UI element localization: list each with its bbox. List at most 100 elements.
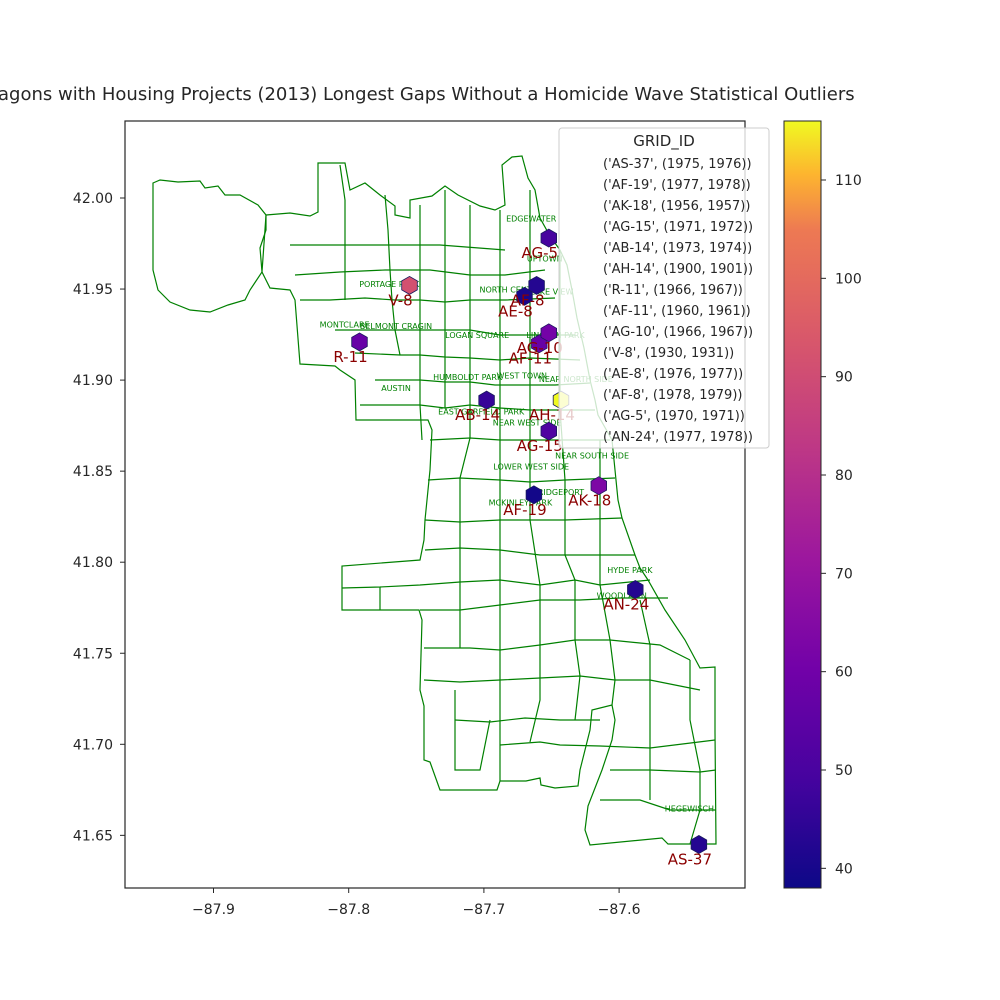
- hexagon-label: V-8: [388, 291, 412, 309]
- hexagon-label: AE-8: [498, 302, 533, 320]
- hexagon-cell: [590, 476, 607, 496]
- legend-entry: ('AH-14', (1900, 1901)): [603, 262, 753, 277]
- area-line: [454, 690, 491, 771]
- colorbar-gradient: [783, 120, 822, 889]
- area-line: [610, 769, 717, 773]
- y-tick-label: 41.80: [73, 555, 113, 571]
- x-tick-label: −87.8: [327, 902, 370, 918]
- legend-entry: ('V-8', (1930, 1931)): [603, 346, 734, 361]
- hexagon-cell: [627, 580, 644, 599]
- area-line: [454, 717, 600, 723]
- hexagon-cell: [540, 228, 557, 248]
- y-tick-label: 42.00: [73, 191, 113, 207]
- colorbar: 40 50 60 70 80 90 100 110: [783, 120, 862, 889]
- area-line: [341, 579, 651, 589]
- neighborhood-label: EDGEWATER: [506, 215, 557, 224]
- area-line: [639, 599, 651, 800]
- area-line: [339, 164, 346, 300]
- area-line: [375, 379, 591, 386]
- hexagon-label: R-11: [333, 348, 367, 366]
- y-tick-label: 41.85: [73, 464, 113, 480]
- colorbar-tick-label: 40: [835, 861, 853, 877]
- hexagon-label: AG-10: [517, 339, 563, 357]
- legend-box: [558, 127, 770, 449]
- hexagon-label: AB-14: [455, 406, 500, 424]
- area-line: [689, 660, 701, 845]
- hexagon-cell: [525, 485, 543, 505]
- hexagon-cell: [401, 275, 418, 295]
- hexagon-cell: [478, 390, 495, 410]
- legend-entries: ('AS-37', (1975, 1976)) ('AF-19', (1977, …: [603, 157, 753, 445]
- legend-entry: ('AN-24', (1977, 1978)): [603, 430, 753, 445]
- y-tick-label: 41.70: [73, 737, 113, 753]
- map-title: agons with Housing Projects (2013) Longe…: [0, 84, 855, 105]
- community-boundaries: [152, 155, 717, 846]
- hexagon-cell: [351, 332, 368, 352]
- hexagon-label: AN-24: [603, 596, 649, 614]
- hexagon-cell: [690, 835, 708, 854]
- legend-entry: ('AF-8', (1978, 1979)): [603, 388, 742, 403]
- colorbar-tick-label: 90: [835, 370, 853, 386]
- area-line: [459, 205, 471, 648]
- x-tick-label: −87.9: [192, 902, 235, 918]
- neighborhood-label: HUMBOLDT PARK: [433, 373, 503, 382]
- area-line: [423, 675, 701, 691]
- neighborhood-label: LAKE VIEW: [530, 288, 574, 297]
- y-tick-label: 41.95: [73, 282, 113, 298]
- area-line: [427, 477, 616, 483]
- legend-entry: ('AS-37', (1975, 1976)): [603, 157, 752, 172]
- neighborhood-label: LOWER WEST SIDE: [493, 462, 569, 471]
- neighborhood-label: LOGAN SQUARE: [445, 331, 509, 340]
- legend-entry: ('AK-18', (1956, 1957)): [603, 199, 750, 214]
- y-axis: 42.00 41.95 41.90 41.85 41.80 41.75 41.70 41.65: [73, 191, 125, 844]
- legend-title: GRID_ID: [633, 132, 695, 151]
- neighborhood-label: EAST GARFIELD PARK: [438, 408, 525, 417]
- area-line: [294, 269, 546, 276]
- area-line: [424, 517, 623, 523]
- city-outline: [261, 155, 717, 846]
- colorbar-tick-label: 60: [835, 665, 853, 681]
- area-line: [335, 329, 575, 336]
- hexagon-label: AF-8: [511, 291, 545, 309]
- colorbar-ticks: 40 50 60 70 80 90 100 110: [821, 173, 862, 877]
- y-tick-label: 41.90: [73, 373, 113, 389]
- hexagon-label: AS-37: [668, 850, 712, 868]
- legend-entry: ('AG-10', (1966, 1967)): [603, 325, 753, 340]
- hexagon-label: AG-15: [517, 437, 563, 455]
- hexagon-label: AF-19: [503, 501, 546, 519]
- neighborhood-label: WEST TOWN: [496, 371, 547, 380]
- hexagon-label: AF-11: [509, 350, 552, 368]
- area-line: [354, 352, 581, 361]
- area-line: [419, 205, 423, 441]
- colorbar-tick-label: 50: [835, 763, 853, 779]
- area-line: [424, 639, 691, 661]
- neighborhood-label: HYDE PARK: [607, 566, 653, 575]
- hexagon-cell: [540, 421, 557, 441]
- ohare-boundary: [152, 179, 267, 313]
- area-line: [384, 194, 401, 356]
- y-tick-label: 41.75: [73, 646, 113, 662]
- neighborhood-label: PORTAGE PARK: [359, 280, 420, 289]
- neighborhood-label: NORTH CENTER: [480, 286, 543, 295]
- neighborhood-label: WOODLAWN: [597, 592, 647, 601]
- hexagon-label: AK-18: [568, 492, 611, 510]
- x-tick-label: −87.6: [598, 902, 641, 918]
- neighborhood-label: UPTOWN: [527, 255, 563, 264]
- x-tick-label: −87.7: [462, 902, 505, 918]
- y-tick-label: 41.65: [73, 828, 113, 844]
- legend-entry: ('AF-11', (1960, 1961)): [603, 304, 751, 319]
- x-axis: −87.9 −87.8 −87.7 −87.6: [192, 888, 641, 918]
- hexagon-label: AG-5: [522, 244, 559, 262]
- neighborhood-label: BELMONT CRAGIN: [360, 322, 432, 331]
- area-line: [424, 547, 635, 556]
- legend: GRID_ID ('AS-37', (1975, 1976)) ('AF-19',…: [558, 127, 770, 449]
- neighborhood-label: MCKINLEY PARK: [489, 499, 553, 508]
- axes-frame: [124, 120, 746, 889]
- neighborhood-label: NEAR SOUTH SIDE: [555, 451, 629, 460]
- area-line: [600, 799, 716, 811]
- neighborhood-label: MONTCLARE: [320, 320, 370, 329]
- colorbar-tick-label: 100: [835, 271, 862, 287]
- neighborhood-label: NEAR WEST SIDE: [493, 419, 562, 428]
